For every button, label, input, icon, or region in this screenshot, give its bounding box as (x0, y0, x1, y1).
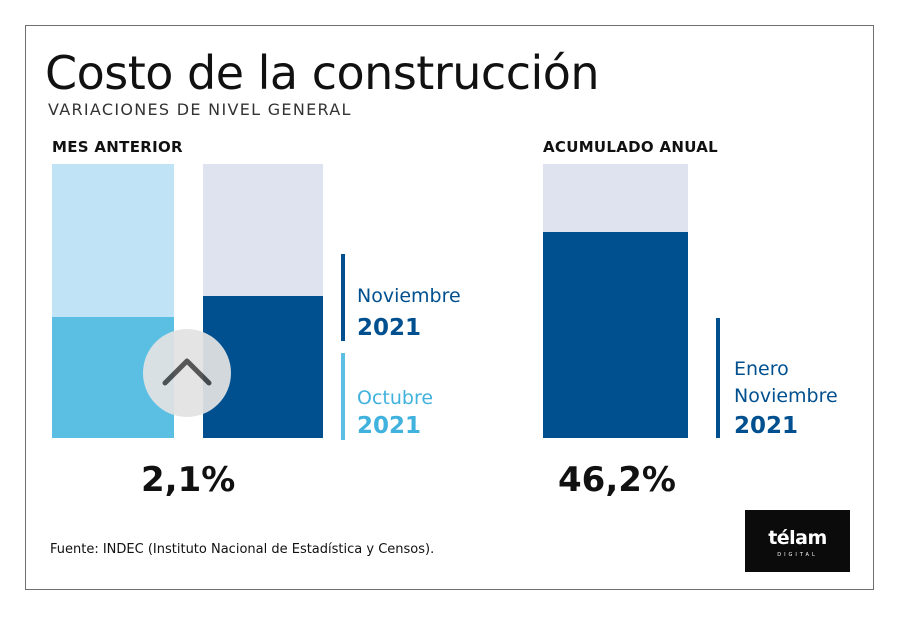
bar-enero-noviembre-2021 (543, 232, 688, 438)
value-label-acumulado-anual: 46,2% (558, 460, 676, 500)
legend-line-noviembre (341, 254, 345, 341)
legend-month-enero: Enero (734, 358, 789, 380)
legend-year-acumulado: 2021 (734, 413, 799, 439)
section-label-mes-anterior: MES ANTERIOR (52, 138, 183, 156)
legend-line-octubre (341, 353, 345, 440)
source-note: Fuente: INDEC (Instituto Nacional de Est… (50, 542, 435, 557)
telam-logo: télam DIGITAL (745, 510, 850, 572)
chart-subtitle: VARIACIONES DE NIVEL GENERAL (48, 100, 352, 119)
chart-title: Costo de la construcción (45, 46, 600, 100)
legend-year-octubre: 2021 (357, 413, 422, 439)
chevron-up-icon (162, 358, 212, 386)
logo-wordmark: télam (768, 527, 827, 549)
legend-year-noviembre: 2021 (357, 315, 422, 341)
legend-month-octubre: Octubre (357, 387, 434, 409)
scroll-up-button[interactable] (143, 329, 231, 417)
legend-month-noviembre: Noviembre (357, 285, 461, 307)
logo-subtext: DIGITAL (777, 552, 818, 558)
section-label-acumulado-anual: ACUMULADO ANUAL (543, 138, 719, 156)
legend-line-acumulado (716, 318, 720, 438)
legend-month-noviembre-acumulado: Noviembre (734, 385, 838, 407)
value-label-mes-anterior: 2,1% (141, 460, 236, 500)
